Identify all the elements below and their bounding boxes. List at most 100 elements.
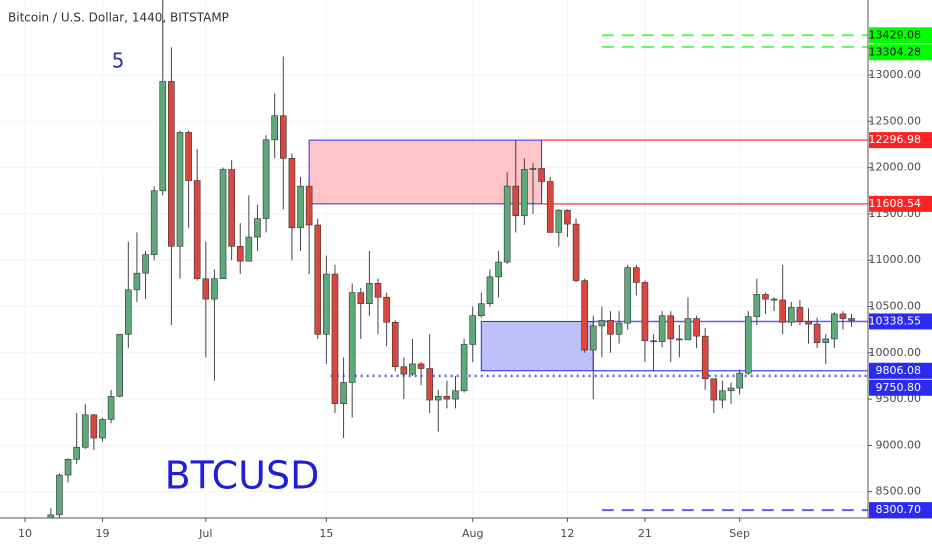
candle-body <box>443 396 451 400</box>
candle-body <box>64 458 72 476</box>
candle-body <box>546 181 554 233</box>
y-tick-label: 13000.00 <box>869 68 922 81</box>
candle-body <box>710 378 718 401</box>
candle-body <box>434 396 442 401</box>
price-tag <box>869 195 932 212</box>
candle-body <box>538 168 545 182</box>
candle-body <box>744 316 752 374</box>
candle-body <box>262 139 270 219</box>
candle-body <box>297 185 304 229</box>
candle-body <box>331 273 339 405</box>
candle-body <box>598 320 606 327</box>
candle-body <box>848 318 855 321</box>
price-tag-label: 9806.08 <box>876 364 922 377</box>
y-tick-label: 11000.00 <box>869 253 922 266</box>
candle-body <box>116 333 124 397</box>
candle-body <box>176 132 184 247</box>
price-tag-label: 11608.54 <box>869 197 922 210</box>
candle-body <box>348 292 356 383</box>
chart-title: Bitcoin / U.S. Dollar, 1440, BITSTAMP <box>8 11 229 25</box>
candle-body <box>796 307 804 322</box>
candle-body <box>426 368 433 401</box>
candle-body <box>107 396 115 420</box>
candle-body <box>288 158 296 229</box>
x-tick-label: 10 <box>18 527 32 540</box>
candle-body <box>452 390 459 400</box>
candle-body <box>684 318 692 341</box>
candle-body <box>572 223 580 281</box>
candle-body <box>90 414 98 439</box>
candle-body <box>73 446 80 460</box>
candle-body <box>305 185 313 226</box>
candle-body <box>607 320 614 335</box>
price-tag-label: 10338.55 <box>869 314 922 327</box>
candle-body <box>831 313 838 340</box>
x-tick-label: Sep <box>729 527 750 540</box>
candle-body <box>650 340 657 343</box>
y-tick-label: 10500.00 <box>869 300 922 313</box>
candle-body <box>159 81 167 192</box>
price-tag <box>869 27 932 44</box>
candle-body <box>762 294 769 300</box>
y-tick-label: 8500.00 <box>876 485 922 498</box>
candle-body <box>555 209 563 233</box>
price-tag <box>869 132 932 149</box>
candle-body <box>701 335 709 380</box>
candle-body <box>822 338 830 343</box>
candle-body <box>615 322 623 335</box>
candle-body <box>460 344 468 392</box>
price-tag-label: 8300.70 <box>876 503 922 516</box>
candle-body <box>693 318 700 337</box>
candle-body <box>719 390 726 401</box>
candle-body <box>236 246 244 262</box>
candle-body <box>391 321 399 367</box>
candle-body <box>323 273 330 335</box>
candle-body <box>150 190 158 255</box>
candle-body <box>357 292 365 305</box>
candle-body <box>228 169 235 247</box>
candle-body <box>564 209 571 225</box>
candle-body <box>409 363 416 375</box>
candle-body <box>641 282 649 342</box>
candle-body <box>512 185 520 217</box>
annotation: 5 <box>112 49 125 73</box>
x-tick-label: 19 <box>95 527 109 540</box>
candle-body <box>202 278 210 300</box>
candle-body <box>254 218 261 238</box>
price-tag <box>869 44 932 61</box>
y-tick-label: 12500.00 <box>869 114 922 127</box>
candle-body <box>185 132 192 181</box>
candle-body <box>47 514 55 518</box>
candle-body <box>314 224 322 335</box>
grid <box>0 0 868 518</box>
price-tag-label: 9750.80 <box>876 381 922 394</box>
zone-box <box>480 320 594 372</box>
candle-body <box>219 169 227 280</box>
candle-body <box>193 180 201 280</box>
candle-body <box>529 168 537 170</box>
price-tag <box>869 502 932 519</box>
candle-body <box>633 267 640 283</box>
price-tag-label: 13429.08 <box>869 28 922 41</box>
candle-body <box>383 296 390 323</box>
candle-body <box>469 315 477 345</box>
candle-body <box>736 372 743 389</box>
price-tag-label: 13304.28 <box>869 45 922 58</box>
price-tag <box>869 313 932 330</box>
candle-body <box>211 278 218 300</box>
candle-body <box>125 289 132 335</box>
candle-body <box>624 267 632 324</box>
candle-body <box>417 363 425 369</box>
candle-body <box>366 283 373 305</box>
candle-body <box>374 283 382 298</box>
annotation: BTCUSD <box>165 454 320 498</box>
candle-body <box>142 254 149 274</box>
candle-body <box>787 307 795 323</box>
y-tick-label: 10000.00 <box>869 346 922 359</box>
candle-body <box>667 315 675 340</box>
candle-body <box>727 387 735 392</box>
x-tick-label: Jul <box>198 527 212 540</box>
candle-body <box>279 115 287 159</box>
candle-body <box>340 382 347 405</box>
